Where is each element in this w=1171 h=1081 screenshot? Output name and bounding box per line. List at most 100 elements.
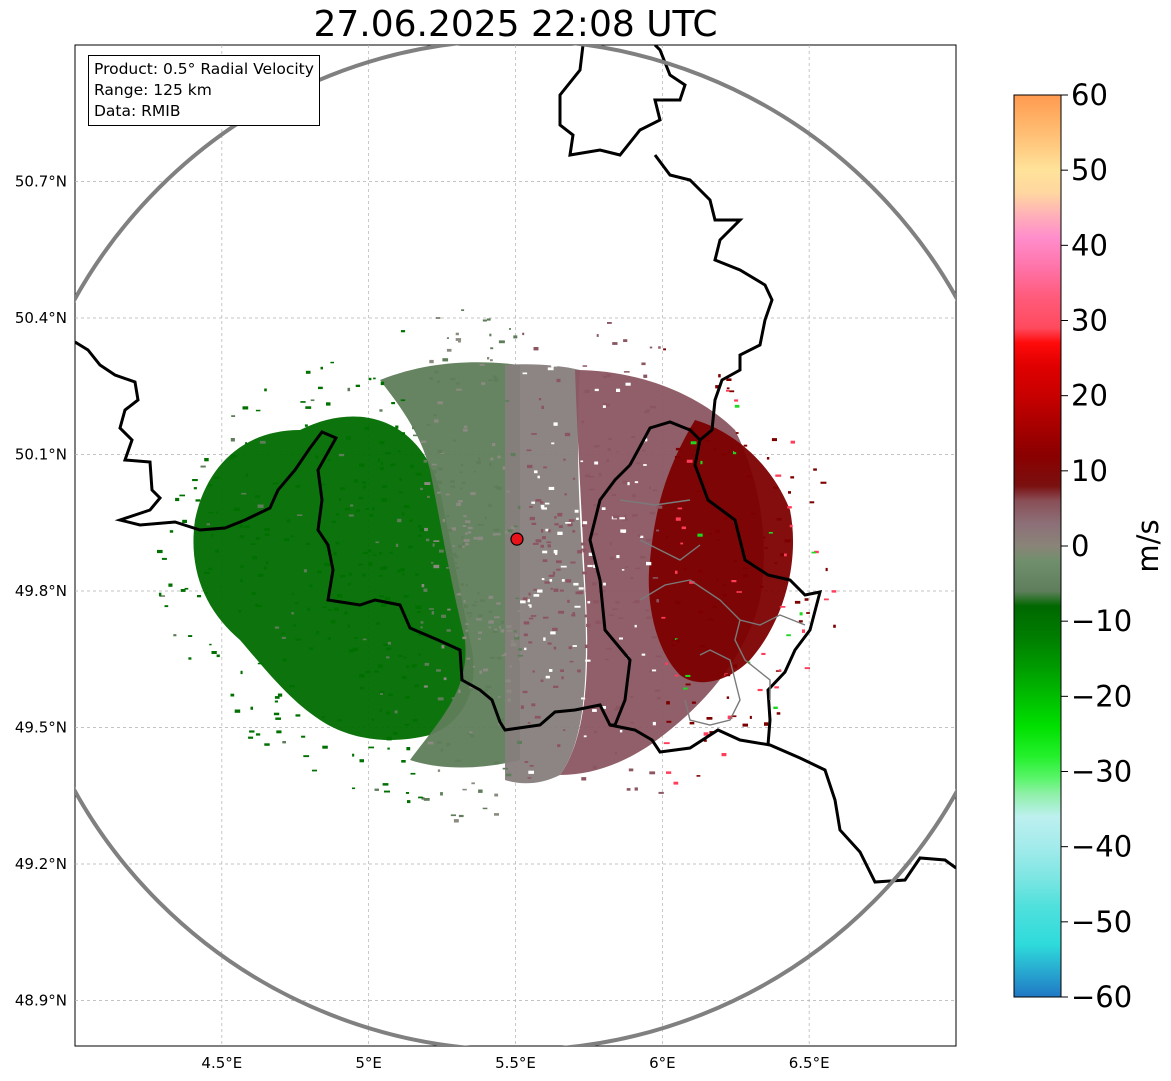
echo-gate — [656, 599, 659, 603]
echo-gate — [322, 745, 328, 749]
echo-gate — [587, 601, 591, 604]
echo-gate — [461, 481, 466, 485]
echo-gate — [691, 701, 696, 704]
echo-gate — [387, 747, 390, 750]
echo-gate — [573, 582, 579, 586]
echo-gate — [439, 549, 444, 553]
echo-gate — [426, 424, 431, 426]
echo-gate — [565, 579, 572, 583]
echo-gate — [264, 533, 270, 536]
radar-site-marker[interactable] — [510, 532, 524, 546]
echo-gate — [542, 536, 546, 540]
echo-gate — [362, 481, 367, 484]
echo-gate — [572, 645, 577, 647]
echo-gate — [684, 567, 687, 571]
echo-gate — [437, 380, 440, 384]
echo-gate — [388, 693, 393, 696]
echo-gate — [489, 333, 492, 337]
echo-gate — [569, 660, 574, 663]
echo-gate — [216, 654, 220, 658]
echo-gate — [814, 550, 819, 554]
echo-gate — [547, 642, 552, 645]
echo-gate — [713, 447, 717, 451]
echo-gate — [373, 377, 376, 380]
echo-gate — [550, 587, 553, 590]
echo-gate — [306, 542, 311, 545]
echo-gate — [489, 462, 492, 466]
echo-gate — [317, 570, 322, 574]
echo-gate — [164, 605, 169, 608]
echo-gate — [498, 696, 501, 698]
echo-gate — [233, 507, 240, 511]
echo-gate — [614, 751, 617, 755]
echo-gate — [547, 367, 554, 371]
echo-gate — [446, 348, 452, 352]
echo-gate — [458, 500, 463, 503]
echo-gate — [175, 497, 180, 502]
echo-gate — [488, 595, 494, 599]
echo-gate — [395, 425, 399, 429]
echo-gate — [686, 459, 693, 463]
echo-gate — [705, 440, 711, 442]
colorbar: 60 50 40 30 20 10 0 −10 −20 −30 −40 −50 −60 m/s — [1013, 78, 1165, 1014]
echo-gate — [543, 616, 549, 619]
echo-gate — [804, 667, 810, 670]
echo-gate — [658, 346, 661, 349]
echo-gate — [452, 545, 456, 547]
echo-gate — [545, 675, 550, 679]
echo-gate — [534, 470, 538, 474]
velocity-region-near-zero — [505, 364, 586, 784]
echo-gate — [419, 528, 426, 532]
echo-gate — [307, 607, 311, 611]
echo-gate — [330, 361, 334, 364]
echo-gate — [322, 716, 325, 719]
echo-gate — [654, 689, 661, 692]
echo-gate — [255, 495, 260, 499]
echo-gate — [558, 525, 563, 528]
echo-gate — [749, 715, 752, 719]
echo-gate — [429, 377, 433, 380]
echo-gate — [315, 455, 319, 459]
echo-gate — [336, 513, 340, 516]
echo-gate — [537, 475, 540, 479]
echo-gate — [204, 458, 209, 462]
echo-gate — [764, 547, 768, 549]
echo-gate — [771, 438, 777, 442]
echo-gate — [477, 637, 481, 640]
echo-gate — [540, 544, 544, 548]
echo-gate — [645, 538, 652, 542]
echo-gate — [703, 739, 707, 742]
echo-gate — [417, 611, 421, 613]
echo-gate — [452, 485, 455, 489]
echo-gate — [374, 670, 379, 673]
echo-gate — [746, 475, 752, 478]
echo-gate — [513, 525, 518, 528]
echo-speckle — [157, 309, 837, 823]
echo-gate — [274, 700, 278, 703]
echo-gate — [675, 517, 681, 521]
lat-tick-label: 48.9°N — [15, 992, 67, 1010]
echo-gate — [464, 604, 468, 608]
echo-gate — [495, 533, 501, 536]
echo-gate — [441, 614, 446, 618]
echo-gate — [282, 741, 286, 744]
echo-gate — [379, 708, 382, 712]
echo-gate — [383, 643, 389, 646]
echo-gate — [413, 434, 418, 437]
echo-gate — [727, 715, 733, 720]
echo-gate — [799, 612, 803, 616]
echo-gate — [697, 533, 703, 537]
echo-gate — [522, 597, 528, 601]
echo-gate — [494, 378, 499, 382]
echo-gate — [547, 544, 551, 548]
echo-gate — [453, 819, 459, 823]
echo-gate — [515, 597, 519, 600]
echo-gate — [548, 574, 555, 577]
echo-gate — [239, 524, 243, 528]
echo-gate — [528, 617, 534, 620]
echo-gate — [498, 340, 505, 344]
echo-gate — [248, 736, 254, 739]
echo-gate — [169, 530, 174, 533]
echo-gate — [193, 487, 197, 490]
echo-gate — [557, 512, 563, 517]
